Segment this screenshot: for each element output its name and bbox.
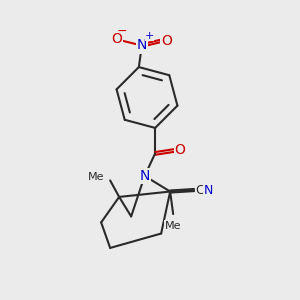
- Text: N: N: [140, 169, 150, 183]
- Text: O: O: [175, 143, 185, 158]
- Text: N: N: [204, 184, 213, 196]
- Text: O: O: [161, 34, 172, 48]
- Text: C: C: [196, 184, 204, 196]
- Text: Me: Me: [165, 220, 181, 231]
- Text: N: N: [137, 38, 147, 52]
- Text: Me: Me: [88, 172, 105, 182]
- Text: +: +: [145, 32, 154, 41]
- Text: O: O: [111, 32, 122, 46]
- Text: −: −: [116, 25, 127, 38]
